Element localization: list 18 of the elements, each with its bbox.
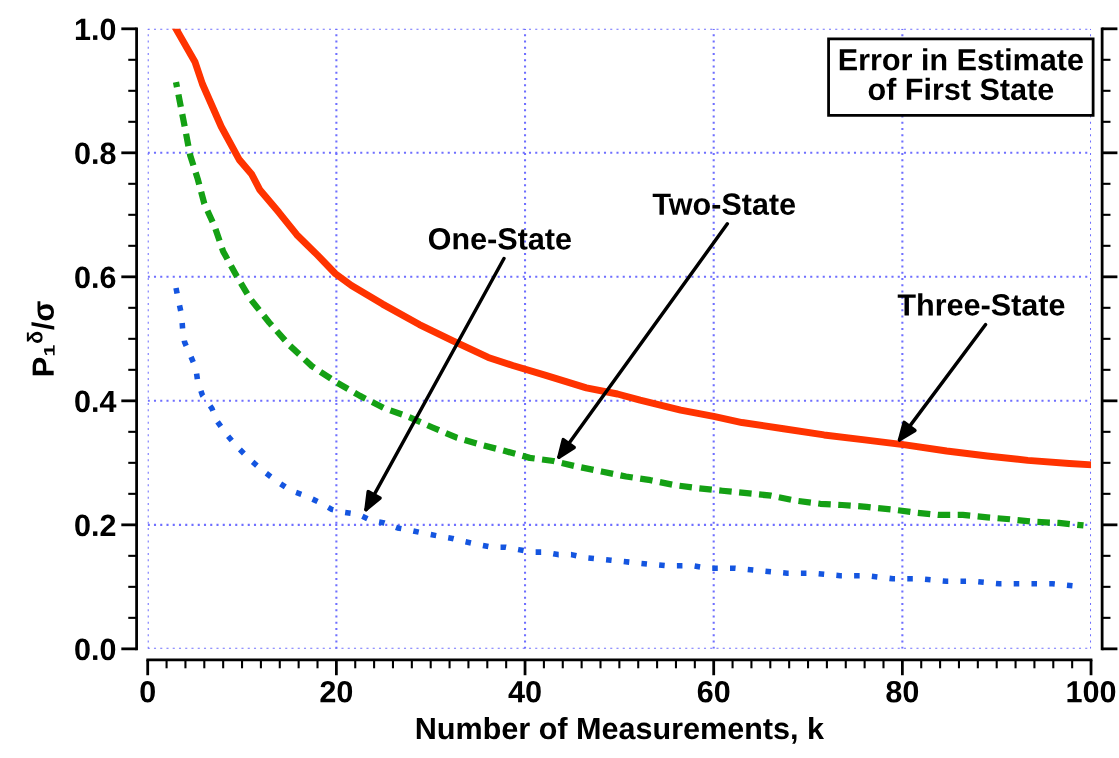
x-tick-label: 0 xyxy=(140,680,155,703)
y-axis-title: P₁$^{δ}$/σ xyxy=(26,301,55,376)
x-tick-label: 100 xyxy=(1067,680,1116,703)
x-tick-label: 60 xyxy=(697,680,730,703)
y-tick-label: 1.0 xyxy=(75,18,116,41)
y-tick-label: 0.2 xyxy=(75,514,116,537)
x-tick-label: 20 xyxy=(320,680,353,703)
annotation: One-State xyxy=(428,228,571,250)
annotation: Three-State xyxy=(897,293,1065,316)
text: Error in Estimate of First State xyxy=(839,48,1083,101)
x-tick-label: 80 xyxy=(886,680,919,703)
y-tick-label: 0.8 xyxy=(75,142,116,165)
y-tick-label: 0.6 xyxy=(75,266,116,289)
y-tick-label: 0.4 xyxy=(75,390,117,413)
x-tick-label: 40 xyxy=(508,680,541,703)
y-tick-label: 0.0 xyxy=(75,638,116,661)
x-axis-title: Number of Measurements, k xyxy=(416,716,825,744)
annotation: Two-State xyxy=(652,193,796,216)
